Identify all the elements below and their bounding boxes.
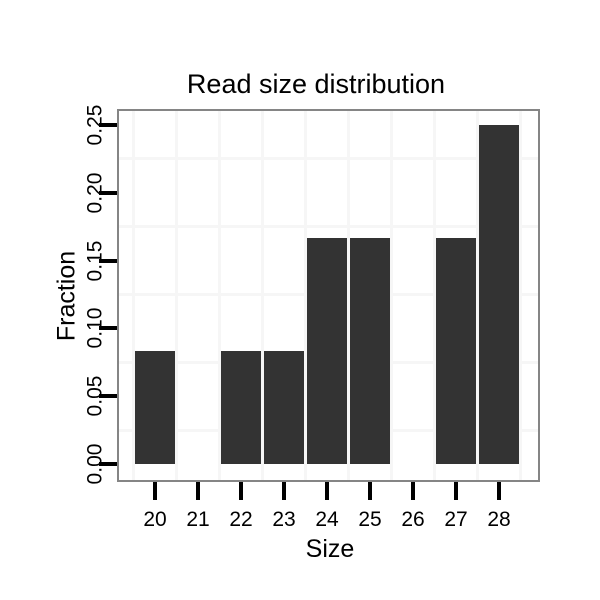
x-tick-label: 22: [229, 508, 253, 531]
y-tick-label: 0.00: [83, 443, 107, 485]
y-tick-label: 0.10: [83, 307, 107, 349]
x-tick: [411, 482, 415, 500]
x-tick-label: 26: [401, 508, 425, 531]
y-tick: [99, 123, 117, 127]
y-tick-label: 0.20: [83, 172, 107, 214]
x-tick-label: 25: [358, 508, 382, 531]
gridline-horizontal: [119, 225, 538, 229]
x-axis-title: Size: [305, 535, 355, 563]
x-tick: [368, 482, 372, 500]
x-tick-label: 24: [315, 508, 339, 531]
x-tick-label: 21: [186, 508, 210, 531]
chart-title: Read size distribution: [186, 69, 446, 99]
x-tick-label: 23: [272, 508, 296, 531]
bar-size-27: [436, 238, 476, 464]
y-tick-label: 0.05: [83, 375, 107, 417]
x-tick-label: 28: [487, 508, 511, 531]
y-tick: [99, 190, 117, 195]
x-tick-label: 27: [444, 508, 468, 531]
x-tick: [239, 482, 243, 500]
y-tick: [99, 326, 117, 331]
x-tick: [497, 482, 501, 500]
x-tick: [325, 482, 329, 500]
y-tick: [99, 462, 117, 466]
y-tick: [99, 258, 117, 263]
bar-size-23: [264, 351, 304, 464]
bar-size-24: [307, 238, 347, 464]
x-tick-label: 20: [143, 508, 167, 531]
plot-area: [119, 111, 538, 480]
gridline-horizontal: [119, 157, 538, 161]
bar-size-22: [221, 351, 261, 464]
x-tick: [282, 482, 286, 500]
y-tick-label: 0.15: [83, 240, 107, 282]
x-tick: [454, 482, 458, 500]
bar-size-28: [479, 125, 519, 464]
y-axis-title: Fraction: [52, 250, 81, 342]
bar-size-20: [135, 351, 175, 464]
y-tick-label: 0.25: [83, 104, 107, 146]
x-tick: [153, 482, 157, 500]
bar-size-25: [350, 238, 390, 464]
y-tick: [99, 394, 117, 399]
x-tick: [196, 482, 200, 500]
